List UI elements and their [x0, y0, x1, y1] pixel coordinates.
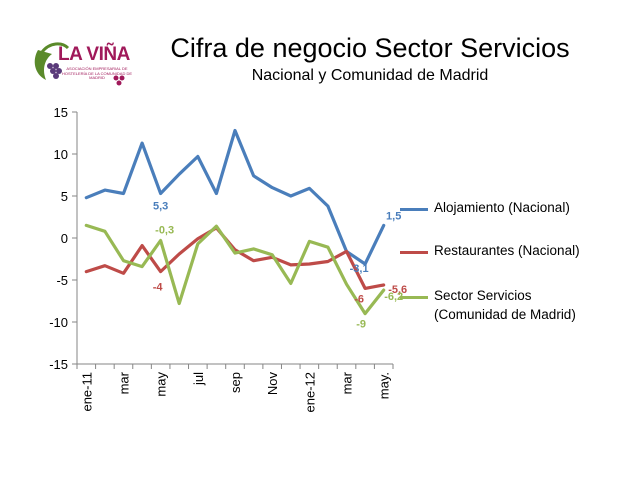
y-tick-label: -10 — [49, 315, 68, 330]
series-line — [84, 223, 386, 316]
x-tick-label: ene-11 — [79, 372, 94, 412]
legend-swatch-sector — [400, 296, 428, 299]
data-label: -4 — [153, 282, 164, 294]
chart-title: Cifra de negocio Sector Servicios — [170, 33, 570, 63]
x-tick-label: ene-12 — [302, 372, 317, 412]
y-tick-label: 5 — [61, 189, 68, 204]
x-tick-label: mar — [340, 371, 355, 394]
logo-name: LA VIÑA — [58, 44, 130, 65]
legend-label-restaurantes: Restaurantes (Nacional) — [434, 243, 580, 258]
data-label: -0,3 — [155, 225, 174, 237]
data-label: 1,5 — [386, 210, 401, 222]
data-label: -6,2 — [384, 291, 403, 303]
logo-subtitle: ASOCIACIÓN EMPRESARIAL DE HOSTELERÍA DE … — [61, 66, 132, 80]
data-label: -6 — [354, 293, 364, 305]
y-tick-label: 10 — [54, 147, 68, 162]
data-label: 5,3 — [153, 200, 168, 212]
y-tick-label: -5 — [56, 273, 68, 288]
x-tick-label: Nov — [265, 372, 280, 396]
y-tick-label: 0 — [61, 231, 68, 246]
data-label: -5,6 — [388, 284, 407, 296]
y-tick-label: 15 — [54, 105, 68, 120]
x-tick-label: jul — [191, 372, 206, 386]
data-label: -3,1 — [350, 263, 369, 275]
x-tick-label: sep — [228, 372, 243, 393]
x-tick-label: may — [154, 372, 169, 397]
series-line — [84, 128, 386, 266]
legend-swatch-restaurantes — [400, 251, 428, 254]
legend-label-alojamiento: Alojamiento (Nacional) — [434, 200, 570, 215]
data-label: -9 — [356, 319, 366, 331]
x-tick-label: may. — [377, 372, 392, 399]
legend-label-sector: Sector Servicios — [434, 288, 532, 303]
grape-logo-icon — [34, 42, 125, 86]
legend-swatch-alojamiento — [400, 208, 428, 211]
legend-label-sector-line2: (Comunidad de Madrid) — [434, 307, 576, 322]
y-tick-label: -15 — [49, 357, 68, 372]
x-tick-label: mar — [116, 371, 131, 394]
chart-subtitle: Nacional y Comunidad de Madrid — [251, 67, 489, 84]
